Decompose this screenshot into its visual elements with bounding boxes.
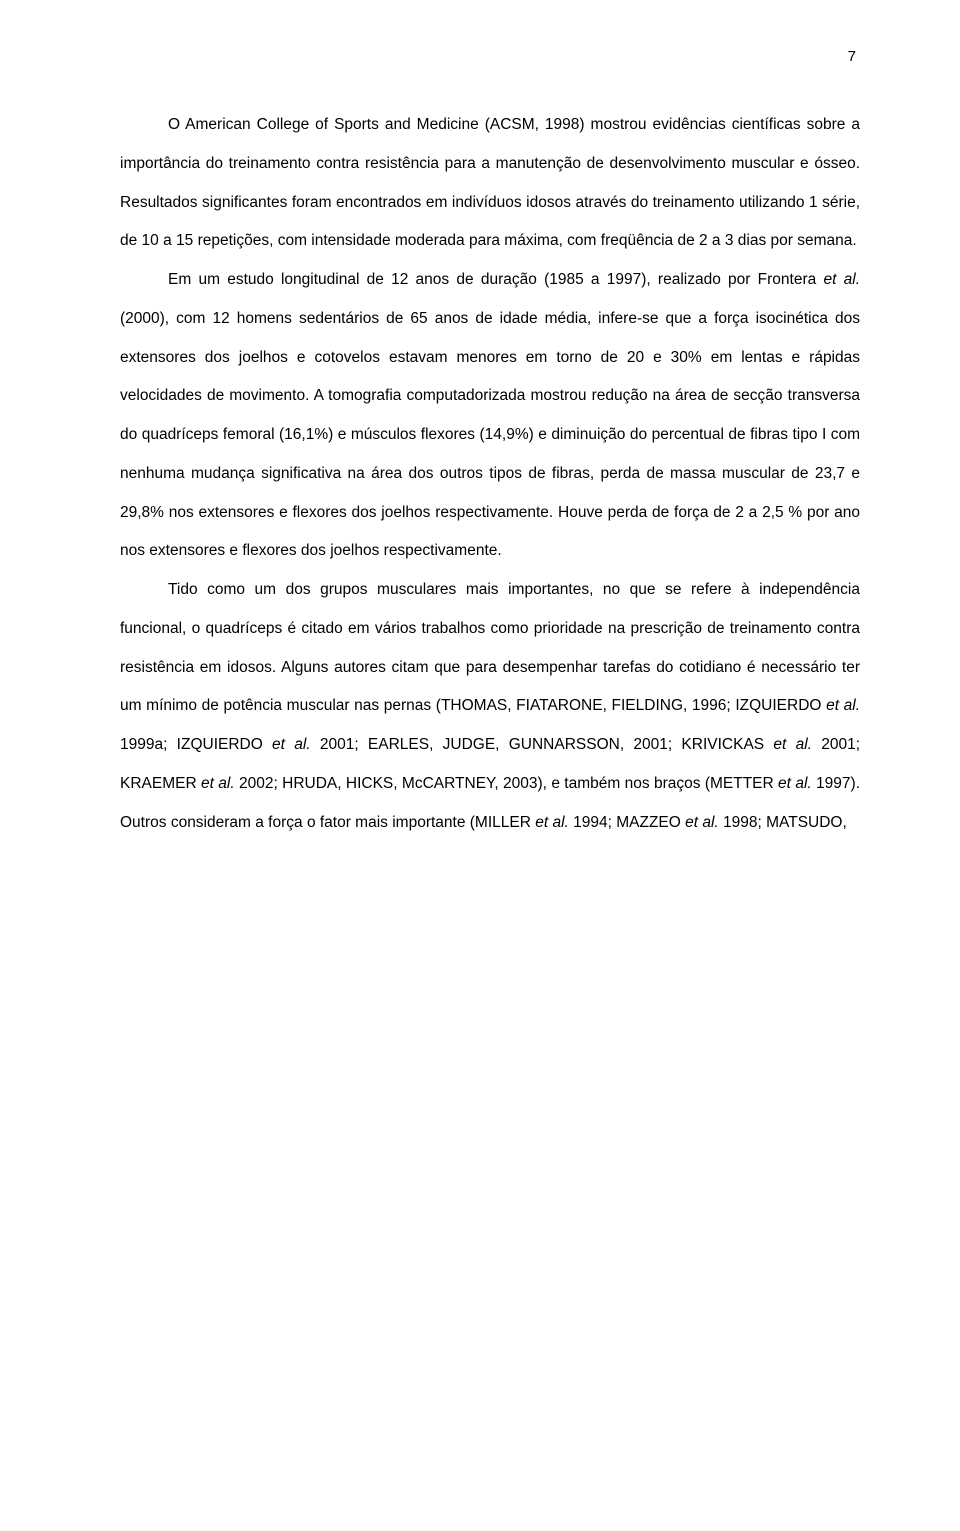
paragraph-3: Tido como um dos grupos musculares mais … bbox=[120, 571, 860, 842]
paragraph-2: Em um estudo longitudinal de 12 anos de … bbox=[120, 261, 860, 571]
page-number: 7 bbox=[848, 48, 856, 65]
document-body: O American College of Sports and Medicin… bbox=[120, 106, 860, 842]
paragraph-1: O American College of Sports and Medicin… bbox=[120, 106, 860, 261]
